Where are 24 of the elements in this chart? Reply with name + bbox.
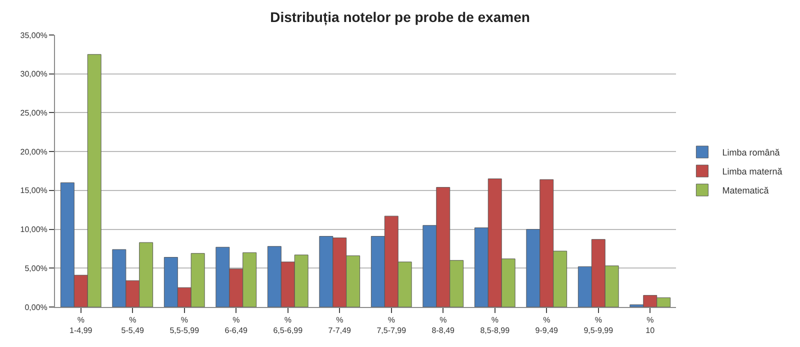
x-tick-label: % 5-5,49 (121, 316, 145, 335)
legend-label: Limba maternă (722, 166, 782, 177)
x-tick-label: % 8,5-8,99 (480, 316, 510, 335)
x-tick-label: % 9,5-9,99 (584, 316, 614, 335)
x-tick-label: % 7-7,49 (328, 316, 352, 335)
legend-label: Limba română (722, 148, 780, 158)
y-tick-label: 5,00% (24, 264, 48, 273)
chart-title: Distribuția notelor pe probe de examen (270, 8, 530, 26)
y-tick-label: 15,00% (20, 186, 48, 196)
y-tick-label: 0,00% (24, 302, 48, 312)
x-tick-label: % 6-6,49 (224, 316, 248, 335)
x-tick-label: % 7,5-7,99 (376, 316, 407, 335)
x-tick-label: % 5,5-5,99 (170, 316, 200, 335)
x-tick-label: % 10 (646, 316, 656, 335)
legend-label: Matematică (722, 186, 769, 196)
y-tick-label: 30,00% (20, 70, 48, 79)
x-tick-label: % 1-4,99 (70, 316, 93, 335)
y-tick-label: 10,00% (20, 225, 48, 234)
y-tick-label: 25,00% (20, 108, 48, 118)
y-tick-label: 20,00% (20, 147, 48, 156)
x-tick-label: % 8-8,49 (432, 316, 456, 335)
x-tick-label: % 6,5-6,99 (273, 316, 304, 335)
x-tick-label: % 9-9,49 (535, 316, 559, 335)
y-tick-label: 35,00% (20, 30, 48, 40)
